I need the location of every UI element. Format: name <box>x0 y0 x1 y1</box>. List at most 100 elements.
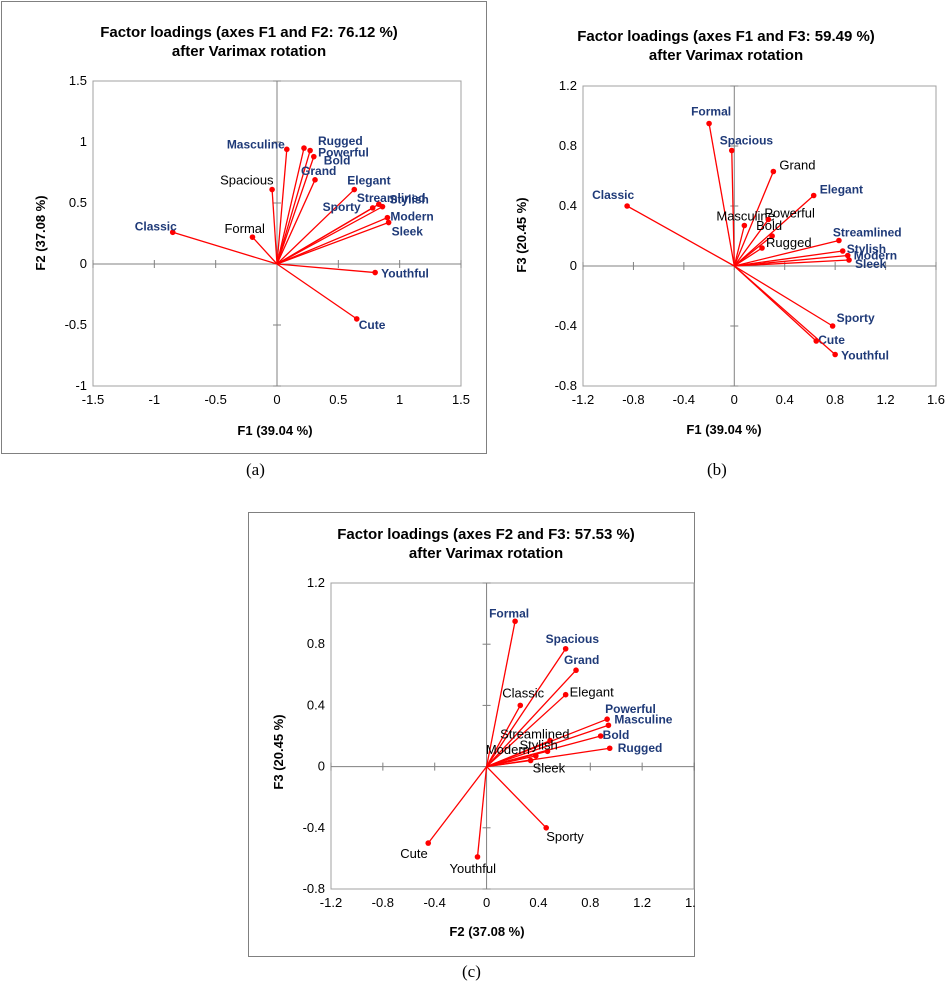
vector-bold <box>733 235 773 267</box>
factor-loadings-chart-f2-f3: Factor loadings (axes F2 and F3: 57.53 %… <box>248 512 695 957</box>
label-cute: Cute <box>359 318 386 332</box>
x-tick-label: -0.4 <box>424 895 446 910</box>
label-classic: Classic <box>592 188 634 202</box>
vector-stylish <box>486 750 548 768</box>
x-axis-label: F1 (39.04 %) <box>237 423 312 438</box>
vector-classic <box>626 205 735 267</box>
point-cute <box>353 316 360 322</box>
x-tick-label: -0.5 <box>204 392 226 407</box>
point-sporty <box>369 205 376 211</box>
point-grand <box>573 667 579 674</box>
vector-grand <box>733 171 774 267</box>
x-tick-label: 0.8 <box>581 895 599 910</box>
chart-title: Factor loadings (axes F2 and F3: 57.53 %… <box>337 526 635 543</box>
point-stylish <box>379 203 386 210</box>
point-classic <box>169 229 176 236</box>
point-bold <box>597 733 604 739</box>
x-tick-label: 0 <box>731 392 738 407</box>
x-tick-label: -0.8 <box>622 392 644 407</box>
vector-rugged <box>733 247 763 267</box>
y-axis-label: F2 (37.08 %) <box>33 195 48 270</box>
point-classic <box>517 702 524 709</box>
x-tick-label: -1.5 <box>82 392 104 407</box>
point-masculine <box>284 146 290 153</box>
caption-b: (b) <box>707 460 727 479</box>
label-powerful: Powerful <box>605 702 656 716</box>
vector-powerful <box>276 150 311 265</box>
vector-masculine <box>733 225 746 267</box>
y-tick-label: 0.8 <box>559 138 577 153</box>
vector-rugged <box>276 147 305 265</box>
vector-formal <box>708 123 735 267</box>
point-sporty <box>829 323 836 329</box>
point-rugged <box>301 145 307 151</box>
label-powerful: Powerful <box>764 206 815 221</box>
point-bold <box>769 233 775 239</box>
plot-area: -1.2-0.8-0.400.40.81.21.6-0.8-0.400.40.8… <box>303 575 695 910</box>
x-tick-label: -0.8 <box>372 895 394 910</box>
x-tick-label: -1.2 <box>320 895 342 910</box>
label-bold: Bold <box>603 728 630 742</box>
label-sporty: Sporty <box>323 200 361 214</box>
label-elegant: Elegant <box>347 174 390 188</box>
y-tick-label: 0.4 <box>307 697 325 712</box>
vector-elegant <box>486 694 567 768</box>
point-modern <box>384 214 391 221</box>
x-axis-label: F2 (37.08 %) <box>449 924 524 939</box>
factor-loadings-chart-f1-f2: Factor loadings (axes F1 and F2: 76.12 %… <box>1 1 487 454</box>
vector-spacious <box>271 189 278 265</box>
label-bold: Bold <box>756 218 782 233</box>
label-formal: Formal <box>224 221 265 236</box>
point-formal <box>706 120 712 127</box>
vector-cute <box>427 766 488 844</box>
y-tick-label: 0.8 <box>307 636 325 651</box>
y-tick-label: -0.8 <box>555 378 577 393</box>
vector-sporty <box>486 766 547 829</box>
x-tick-label: 1 <box>396 392 403 407</box>
vector-bold <box>276 156 315 265</box>
label-sleek: Sleek <box>855 257 887 271</box>
point-spacious <box>269 186 275 193</box>
label-stylish: Stylish <box>389 193 428 207</box>
y-tick-label: 1.2 <box>307 575 325 590</box>
vector-grand <box>276 179 316 265</box>
vector-stylish <box>734 250 843 267</box>
label-grand: Grand <box>564 653 599 667</box>
chart-title: Factor loadings (axes F1 and F3: 59.49 %… <box>577 28 875 45</box>
vector-powerful <box>733 219 769 267</box>
vector-spacious <box>486 648 567 767</box>
vector-sleek <box>276 221 389 265</box>
point-rugged <box>606 745 613 752</box>
y-tick-label: 0 <box>80 256 87 271</box>
vector-classic <box>486 705 521 767</box>
point-cute <box>425 840 432 846</box>
vector-youthful <box>733 265 836 355</box>
x-tick-label: 1.6 <box>927 392 945 407</box>
label-sporty: Sporty <box>837 311 875 325</box>
plot-area: -1.5 -1 -0.5 0 0.5 1 1.5-1-0.500.511.5Masculin… <box>65 73 470 407</box>
chart-subtitle: after Varimax rotation <box>409 545 563 562</box>
point-powerful <box>604 716 610 722</box>
label-youthful: Youthful <box>449 861 496 876</box>
caption-a: (a) <box>246 460 265 479</box>
point-youthful <box>372 269 378 276</box>
vector-masculine <box>276 149 288 265</box>
chart-title: Factor loadings (axes F1 and F2: 76.12 %… <box>100 24 398 41</box>
label-streamlined: Streamlined <box>833 226 902 240</box>
point-masculine <box>741 222 748 229</box>
chart-subtitle: after Varimax rotation <box>649 47 803 64</box>
vector-classic <box>172 231 278 265</box>
label-modern: Modern <box>486 742 530 757</box>
label-spacious: Spacious <box>720 134 774 148</box>
point-powerful <box>307 147 313 154</box>
y-tick-label: 1.2 <box>559 78 577 93</box>
label-stylish: Stylish <box>847 242 886 256</box>
y-tick-label: 0 <box>570 258 577 273</box>
point-powerful <box>765 216 772 223</box>
factor-loadings-chart-f1-f3: Factor loadings (axes F1 and F3: 59.49 %… <box>514 28 945 437</box>
y-tick-label: -0.5 <box>65 317 87 332</box>
vector-modern <box>734 254 848 267</box>
vector-streamlined <box>486 739 551 768</box>
y-tick-label: 0 <box>318 759 325 774</box>
label-elegant: Elegant <box>820 183 863 197</box>
